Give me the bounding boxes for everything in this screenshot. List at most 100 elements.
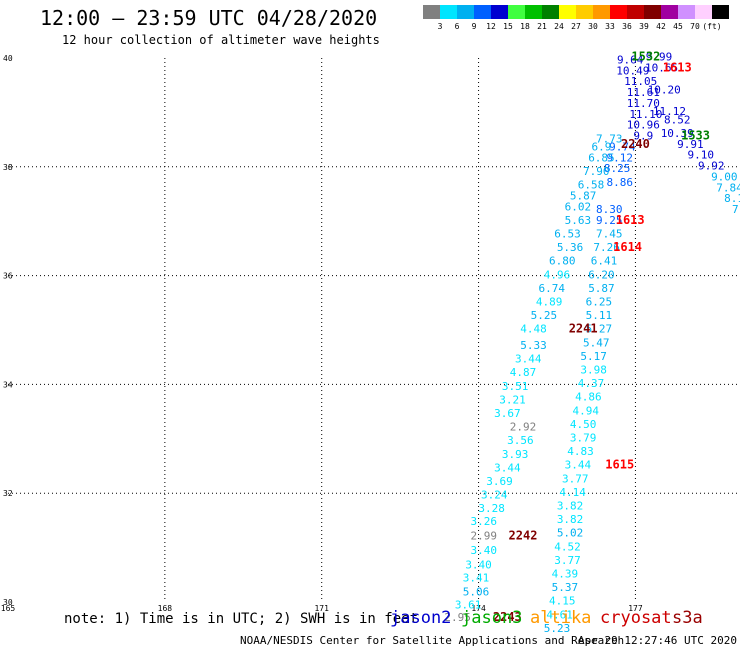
- wave-height-value: 3.41: [463, 571, 490, 584]
- wave-height-value: 2.92: [510, 421, 537, 434]
- mission-altika: altika: [530, 608, 592, 628]
- page-subtitle: 12 hour collection of altimeter wave hei…: [62, 33, 380, 47]
- wave-height-value: 4.39: [552, 568, 579, 581]
- wave-height-value: 4.94: [573, 404, 600, 417]
- wave-height-value: 3.82: [557, 500, 584, 513]
- wave-height-value: 4.83: [567, 445, 594, 458]
- wave-height-value: 9.9: [633, 130, 653, 143]
- wave-height-value: 9.10: [688, 149, 715, 162]
- wave-height-value: 2.95: [444, 611, 471, 624]
- footer-note: note: 1) Time is in UTC; 2) SWH is in fe…: [64, 611, 419, 627]
- wave-height-value: 5.47: [583, 336, 610, 349]
- legend-swatch: [525, 5, 542, 19]
- y-tick-label: 34: [3, 380, 13, 389]
- wave-height-value: 8.86: [606, 176, 633, 189]
- legend-swatch: [610, 5, 627, 19]
- wave-height-value: 10.96: [627, 119, 660, 132]
- legend-swatch: [644, 5, 661, 19]
- page-title: 12:00 – 23:59 UTC 04/28/2020: [40, 6, 378, 30]
- legend-label: 39: [639, 22, 649, 31]
- wave-height-value: 3.77: [554, 554, 581, 567]
- wave-height-value: 3.44: [494, 461, 521, 474]
- wave-height-value: 4.96: [544, 268, 571, 281]
- wave-height-value: 7.90: [583, 165, 610, 178]
- wave-height-value: 3.98: [580, 364, 607, 377]
- wave-height-value: 6.9: [592, 140, 612, 153]
- wave-height-value: 5.27: [586, 323, 613, 336]
- wave-height-value: 3.69: [486, 475, 513, 488]
- wave-height-value: 6.85: [588, 151, 615, 164]
- wave-height-value: 7.45: [596, 228, 623, 241]
- wave-height-value: 5.37: [552, 581, 579, 594]
- pass-time-label: 2243: [493, 610, 522, 624]
- mission-jason3: jason3: [461, 608, 523, 628]
- wave-height-value: 3.44: [565, 459, 592, 472]
- legend-label: 15: [503, 22, 513, 31]
- legend-swatch: [661, 5, 678, 19]
- wave-height-value: 4.86: [575, 391, 602, 404]
- y-tick-label: 30: [3, 598, 13, 607]
- wave-height-value: 5.87: [570, 189, 597, 202]
- wave-height-value: 5.33: [520, 339, 547, 352]
- wave-height-value: 9.64: [617, 53, 644, 66]
- legend-label: 6: [455, 22, 460, 31]
- wave-height-value: 6.20: [588, 268, 615, 281]
- pass-time-label: 2242: [509, 528, 538, 542]
- legend-label: 18: [520, 22, 530, 31]
- wave-height-value: 3.93: [502, 448, 529, 461]
- wave-height-value: 11.10: [629, 108, 662, 121]
- legend-label: 36: [622, 22, 632, 31]
- wave-height-value: 3.40: [471, 544, 498, 557]
- generated-timestamp: Apr 29 12:27:46 UTC 2020: [578, 634, 737, 647]
- legend-label: 30: [588, 22, 598, 31]
- x-tick-label: 171: [314, 604, 329, 613]
- wave-height-value: 3.77: [562, 472, 589, 485]
- y-tick-label: 32: [3, 489, 13, 498]
- wave-height-value: 7.26: [593, 241, 620, 254]
- legend-label: 3: [438, 22, 443, 31]
- wave-height-value: 5.63: [565, 214, 592, 227]
- wave-height-value: 5.11: [586, 309, 613, 322]
- wave-height-value: 4.52: [554, 540, 581, 553]
- wave-height-value: 3.51: [502, 380, 529, 393]
- legend-label: 12: [486, 22, 496, 31]
- wave-height-value: 4.15: [549, 595, 576, 608]
- legend-swatch: [678, 5, 695, 19]
- legend-label: 24: [554, 22, 564, 31]
- color-legend: 3 6 9 12 15 18 21 24 27 30 33 36 39 42 45 70 (ft): [423, 5, 729, 31]
- legend-swatch: [457, 5, 474, 19]
- y-tick-label: 40: [3, 54, 13, 63]
- wave-height-value: 10.65: [645, 62, 678, 75]
- pass-time-label: 2240: [621, 137, 650, 151]
- wave-height-value: 4.50: [570, 418, 597, 431]
- x-tick-label: 177: [628, 604, 643, 613]
- x-tick-label: 165: [1, 604, 16, 613]
- wave-height-value: 9.91: [677, 138, 704, 151]
- legend-label: 70: [690, 22, 700, 31]
- y-tick-label: 38: [3, 163, 13, 172]
- pass-time-label: 1613: [663, 61, 692, 75]
- x-tick-label: 168: [158, 604, 173, 613]
- wave-height-value: 6.25: [586, 296, 613, 309]
- wave-height-value: 4.48: [520, 323, 547, 336]
- legend-swatch: [559, 5, 576, 19]
- wave-height-value: 5.02: [557, 527, 584, 540]
- mission-cryosat: cryosat: [600, 608, 672, 628]
- axes: 165 168 171 174 177 30 32 34 36 38 40: [1, 54, 643, 613]
- legend-swatch: [593, 5, 610, 19]
- wave-height-value: 6.02: [565, 200, 592, 213]
- wave-height-value: 6.53: [554, 228, 581, 241]
- wave-height-value: 3.21: [499, 393, 526, 406]
- legend-label: 33: [605, 22, 615, 31]
- wave-height-value: 3.44: [515, 353, 542, 366]
- wave-height-value: 7.81: [732, 203, 740, 216]
- x-tick-label: 174: [471, 604, 486, 613]
- wave-height-value: 7.73: [596, 132, 623, 145]
- wave-height-value: 10.20: [648, 83, 681, 96]
- wave-height-value: 5.06: [463, 585, 490, 598]
- pass-time-label: 1614: [613, 240, 642, 254]
- wave-height-value: 5.25: [531, 309, 558, 322]
- pass-time-label: 1613: [616, 213, 645, 227]
